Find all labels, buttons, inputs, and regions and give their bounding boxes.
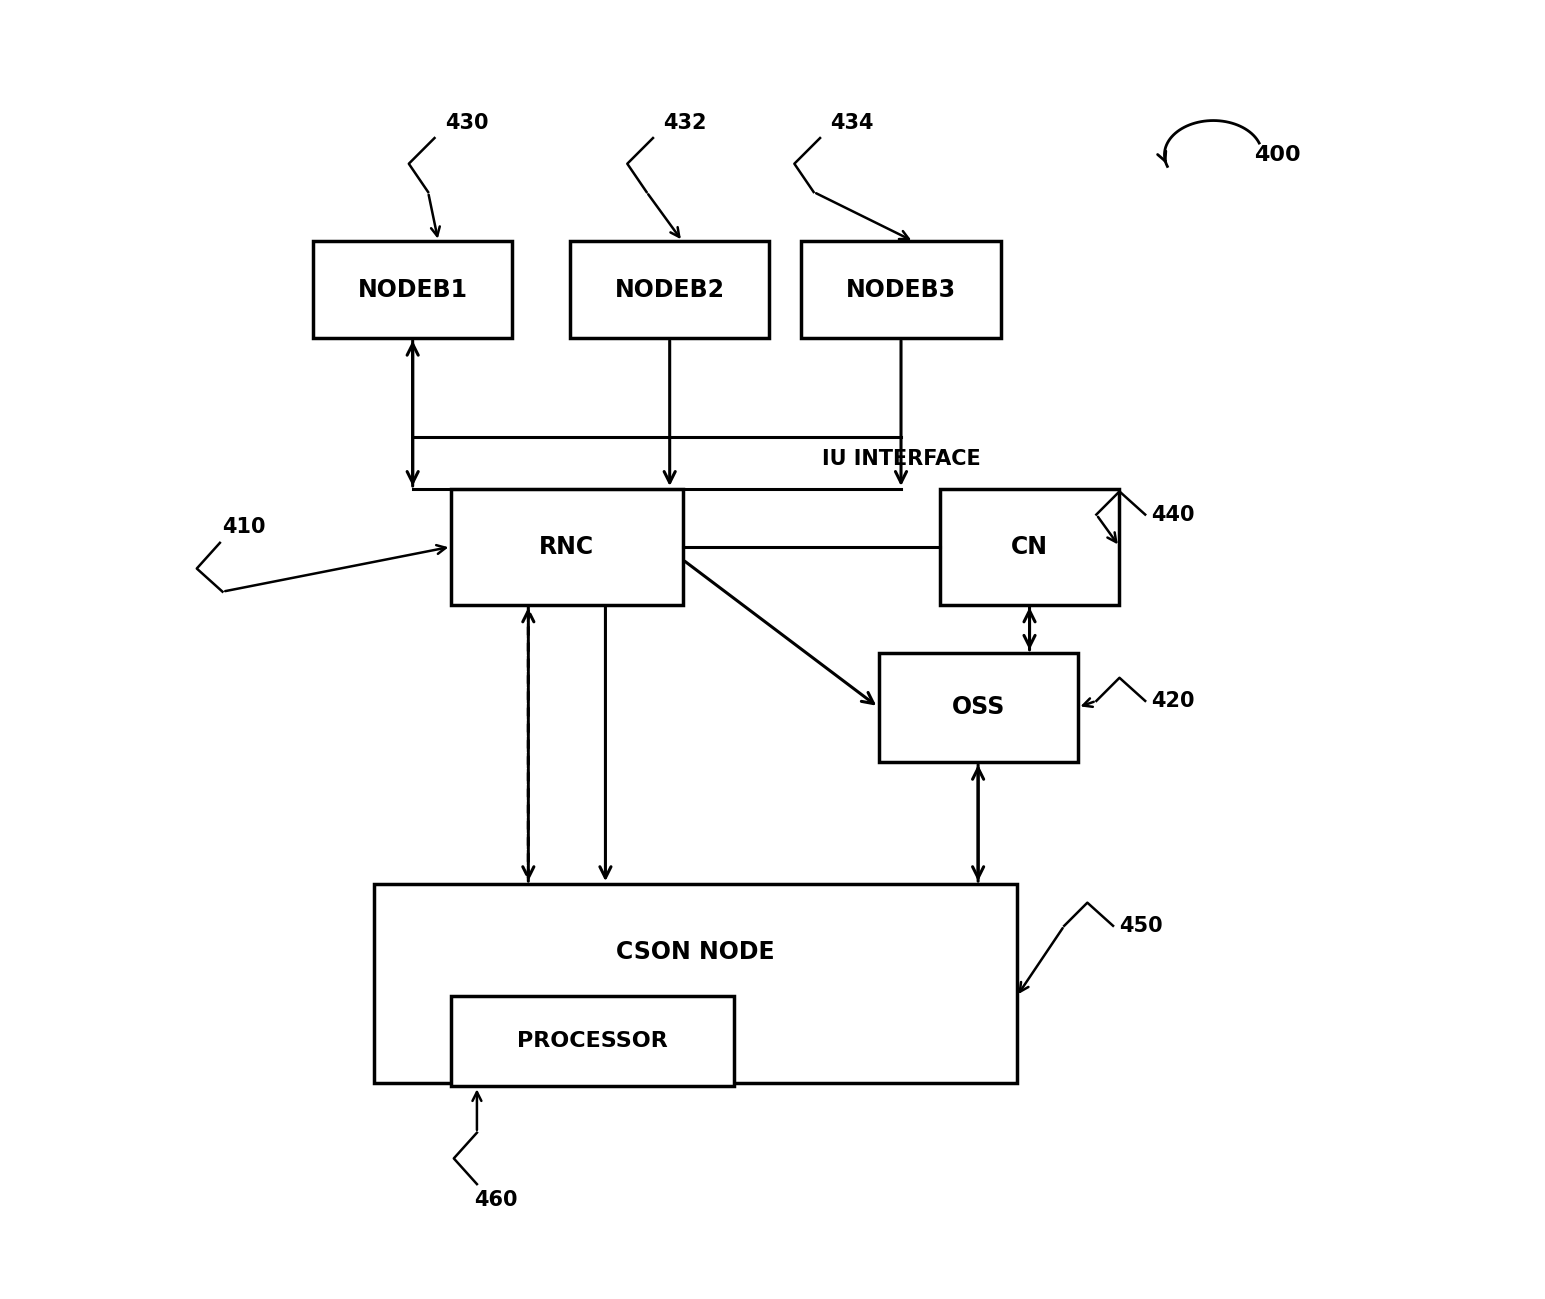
Bar: [879, 652, 1078, 763]
Text: 460: 460: [474, 1190, 518, 1209]
Bar: [802, 242, 1001, 338]
Bar: [374, 885, 1017, 1083]
Text: RNC: RNC: [539, 535, 595, 559]
Bar: [451, 488, 683, 604]
Text: CSON NODE: CSON NODE: [616, 939, 774, 964]
Text: 430: 430: [445, 113, 488, 132]
Text: 440: 440: [1151, 504, 1196, 525]
Text: CN: CN: [1010, 535, 1048, 559]
Text: NODEB3: NODEB3: [847, 278, 956, 301]
Bar: [314, 242, 513, 338]
Bar: [451, 996, 734, 1086]
Text: NODEB2: NODEB2: [615, 278, 725, 301]
Text: 400: 400: [1255, 144, 1301, 165]
Text: 420: 420: [1151, 691, 1196, 711]
Text: PROCESSOR: PROCESSOR: [518, 1031, 667, 1051]
Text: 434: 434: [830, 113, 874, 132]
Text: IU INTERFACE: IU INTERFACE: [822, 449, 981, 469]
Text: NODEB1: NODEB1: [358, 278, 468, 301]
Text: OSS: OSS: [952, 695, 1004, 720]
Text: 432: 432: [663, 113, 706, 132]
Bar: [939, 488, 1120, 604]
Text: 410: 410: [222, 517, 266, 538]
Bar: [570, 242, 769, 338]
Text: 450: 450: [1120, 916, 1163, 935]
